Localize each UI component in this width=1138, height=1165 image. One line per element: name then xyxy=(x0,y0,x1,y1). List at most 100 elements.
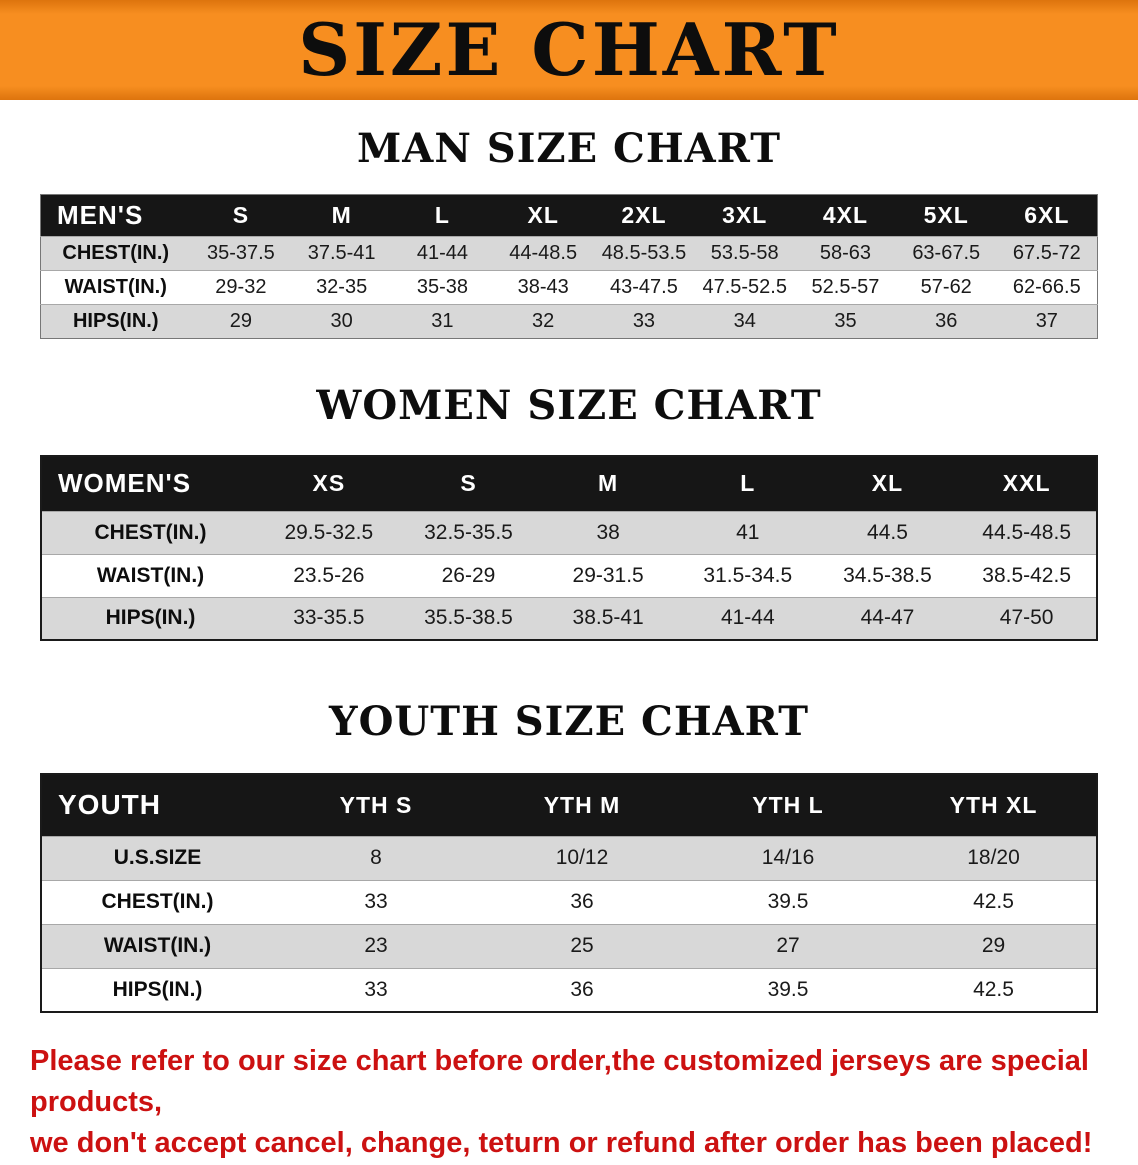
table-row: HIPS(IN.) 33 36 39.5 42.5 xyxy=(41,968,1097,1012)
size-header-cell: 4XL xyxy=(795,194,896,237)
value-cell: 38 xyxy=(596,520,620,544)
size-header-cell: 5XL xyxy=(895,194,997,237)
row-label-cell: HIPS(IN.) xyxy=(72,310,159,332)
value-cell: 35.5-38.5 xyxy=(424,606,513,630)
row-label-cell: WAIST(IN.) xyxy=(64,276,167,298)
value-cell: 23.5-26 xyxy=(293,563,365,587)
size-header-cell: YTH M xyxy=(479,774,685,836)
value-cell: 41-44 xyxy=(720,606,775,630)
value-cell: 63-67.5 xyxy=(912,242,981,264)
value-cell: 29 xyxy=(981,934,1006,957)
value-cell: 57-62 xyxy=(920,276,972,298)
value-cell: 36 xyxy=(570,977,594,1001)
men-section: MAN SIZE CHART MEN'S S M L XL 2XL 3XL 4XL 5XL 6XL… xyxy=(0,126,1138,339)
value-cell: 8 xyxy=(370,846,382,869)
table-row: WAIST(IN.) 23 25 27 29 xyxy=(41,924,1097,968)
youth-section: YOUTH SIZE CHART YOUTH YTH S YTH M YTH L YTH… xyxy=(0,699,1138,1013)
value-cell: 38.5-42.5 xyxy=(982,563,1072,587)
row-label-cell: CHEST(IN.) xyxy=(62,242,170,264)
table-title-cell: WOMEN'S xyxy=(41,456,259,511)
value-cell: 38-43 xyxy=(517,276,569,298)
page-title: SIZE CHART xyxy=(298,7,840,92)
row-label-cell: CHEST(IN.) xyxy=(94,520,207,544)
row-label-cell: U.S.SIZE xyxy=(113,846,202,869)
size-header-cell: M xyxy=(538,456,678,511)
value-cell: 34 xyxy=(733,310,756,332)
size-header-cell: XXL xyxy=(957,456,1097,511)
table-header-row: YOUTH YTH S YTH M YTH L YTH XL xyxy=(41,774,1097,836)
value-cell: 32.5-35.5 xyxy=(424,520,513,544)
men-size-chart-heading: MAN SIZE CHART xyxy=(357,125,781,172)
size-header-cell: XL xyxy=(817,456,958,511)
table-row: WAIST(IN.) 29-32 32-35 35-38 38-43 43-47.5 47.… xyxy=(40,270,1098,305)
value-cell: 44-48.5 xyxy=(509,242,578,264)
size-header-cell: YTH XL xyxy=(891,774,1097,836)
banner: SIZE CHART xyxy=(0,0,1138,100)
row-label-cell: HIPS(IN.) xyxy=(112,977,203,1001)
youth-size-chart-heading: YOUTH SIZE CHART xyxy=(329,698,809,745)
size-header-cell: M xyxy=(291,194,393,237)
table-title-cell: MEN'S xyxy=(40,194,191,237)
value-cell: 39.5 xyxy=(767,977,809,1001)
size-header-cell: 2XL xyxy=(593,194,695,237)
value-cell: 31.5-34.5 xyxy=(703,563,793,587)
table-header-row: WOMEN'S XS S M L XL XXL xyxy=(41,456,1097,511)
footer-line-2: we don't accept cancel, change, teturn o… xyxy=(30,1127,1093,1160)
value-cell: 10/12 xyxy=(555,846,609,869)
size-header-cell: YTH S xyxy=(273,774,479,836)
footer-line-1: Please refer to our size chart before or… xyxy=(30,1045,1089,1119)
value-cell: 30 xyxy=(330,310,353,332)
value-cell: 29-32 xyxy=(215,276,267,298)
value-cell: 35-37.5 xyxy=(206,242,275,264)
women-section: WOMEN SIZE CHART WOMEN'S XS S M L XL XXL CHEST(… xyxy=(0,383,1138,641)
value-cell: 32 xyxy=(532,310,555,332)
youth-size-table: YOUTH YTH S YTH M YTH L YTH XL U.S.SIZE 8 10/12… xyxy=(40,773,1098,1013)
size-header-cell: XS xyxy=(259,456,399,511)
table-row: CHEST(IN.) 29.5-32.5 32.5-35.5 38 41 44.5 44.5… xyxy=(41,511,1097,554)
value-cell: 31 xyxy=(431,310,454,332)
size-header-cell: 6XL xyxy=(996,194,1098,237)
value-cell: 29.5-32.5 xyxy=(284,520,374,544)
women-size-chart-heading: WOMEN SIZE CHART xyxy=(316,382,822,429)
value-cell: 37.5-41 xyxy=(307,242,376,264)
table-row: HIPS(IN.) 33-35.5 35.5-38.5 38.5-41 41-44 44-… xyxy=(41,597,1097,640)
table-row: CHEST(IN.) 35-37.5 37.5-41 41-44 44-48.5 48.5… xyxy=(40,236,1098,271)
value-cell: 36 xyxy=(570,890,594,913)
value-cell: 48.5-53.5 xyxy=(601,242,687,264)
value-cell: 23 xyxy=(364,934,388,957)
value-cell: 44.5 xyxy=(867,520,908,544)
table-row: HIPS(IN.) 29 30 31 32 33 34 35 36 37 xyxy=(40,304,1098,339)
value-cell: 25 xyxy=(570,934,594,957)
size-header-cell: XL xyxy=(492,194,594,237)
value-cell: 26-29 xyxy=(441,563,496,587)
value-cell: 44-47 xyxy=(860,606,915,630)
value-cell: 32-35 xyxy=(316,276,368,298)
size-header-cell: L xyxy=(392,194,493,237)
value-cell: 67.5-72 xyxy=(1012,242,1081,264)
value-cell: 33 xyxy=(632,310,656,332)
value-cell: 58-63 xyxy=(819,242,872,264)
size-header-cell: S xyxy=(190,194,292,237)
row-label-cell: HIPS(IN.) xyxy=(105,606,196,630)
size-header-cell: 3XL xyxy=(694,194,796,237)
value-cell: 36 xyxy=(935,310,958,332)
size-header-cell: L xyxy=(677,456,818,511)
value-cell: 42.5 xyxy=(973,977,1014,1001)
value-cell: 33-35.5 xyxy=(293,606,365,630)
footer-note: Please refer to our size chart before or… xyxy=(30,1041,1108,1165)
value-cell: 33 xyxy=(364,977,388,1001)
value-cell: 27 xyxy=(776,934,800,957)
table-row: WAIST(IN.) 23.5-26 26-29 29-31.5 31.5-34.5 34… xyxy=(41,554,1097,597)
value-cell: 52.5-57 xyxy=(811,276,880,298)
table-title-cell: YOUTH xyxy=(41,774,273,836)
value-cell: 33 xyxy=(364,890,388,913)
size-chart-content: MAN SIZE CHART MEN'S S M L XL 2XL 3XL 4XL 5XL 6XL… xyxy=(0,126,1138,1013)
value-cell: 43-47.5 xyxy=(610,276,678,298)
row-label-cell: WAIST(IN.) xyxy=(96,563,205,587)
value-cell: 38.5-41 xyxy=(572,606,644,630)
row-label-cell: CHEST(IN.) xyxy=(101,890,214,913)
size-header-cell: YTH L xyxy=(685,774,891,836)
men-size-table: MEN'S S M L XL 2XL 3XL 4XL 5XL 6XL CHEST(IN.) 35-37… xyxy=(40,194,1098,339)
value-cell: 53.5-58 xyxy=(710,242,779,264)
row-label-cell: WAIST(IN.) xyxy=(103,934,212,957)
